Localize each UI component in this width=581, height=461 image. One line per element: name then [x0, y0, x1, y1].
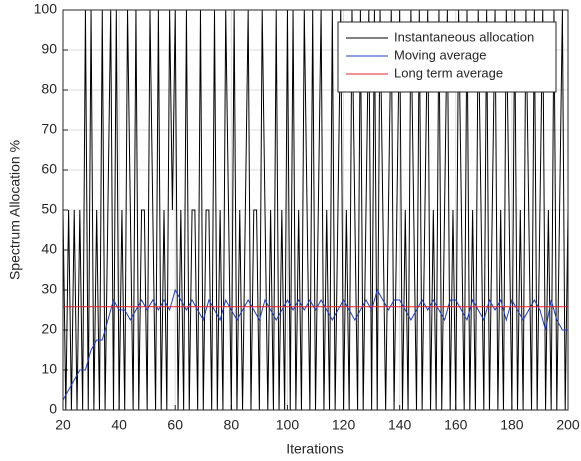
y-tick-label: 90	[41, 41, 57, 57]
series-line	[62, 288, 568, 401]
x-tick-label: 180	[500, 417, 524, 433]
y-tick-label: 80	[41, 81, 57, 97]
legend-label: Long term average	[394, 65, 503, 80]
y-tick-label: 10	[41, 361, 57, 377]
y-tick-label: 30	[41, 281, 57, 297]
y-tick-label: 50	[41, 201, 57, 217]
x-tick-label: 200	[556, 417, 580, 433]
legend-label: Instantaneous allocation	[394, 29, 534, 44]
y-tick-label: 100	[34, 1, 58, 17]
x-tick-label: 100	[276, 417, 300, 433]
y-tick-label: 20	[41, 321, 57, 337]
y-axis-label: Spectrum Allocation %	[7, 140, 23, 280]
plot-frame	[62, 9, 569, 411]
x-tick-label: 160	[444, 417, 468, 433]
x-tick-label: 40	[111, 417, 127, 433]
y-tick-label: 40	[41, 241, 57, 257]
legend: Instantaneous allocation Moving average Lo…	[337, 21, 557, 93]
x-tick-label: 140	[388, 417, 412, 433]
legend-label: Moving average	[394, 47, 487, 62]
legend-box	[337, 21, 557, 93]
x-axis-label: Iterations	[286, 441, 344, 457]
x-tick-label: 20	[55, 417, 71, 433]
x-tick-label: 120	[332, 417, 356, 433]
y-tick-label: 60	[41, 161, 57, 177]
x-tick-label: 80	[224, 417, 240, 433]
y-tick-label: 70	[41, 121, 57, 137]
x-tick-label: 60	[167, 417, 183, 433]
y-tick-label: 0	[49, 401, 57, 417]
